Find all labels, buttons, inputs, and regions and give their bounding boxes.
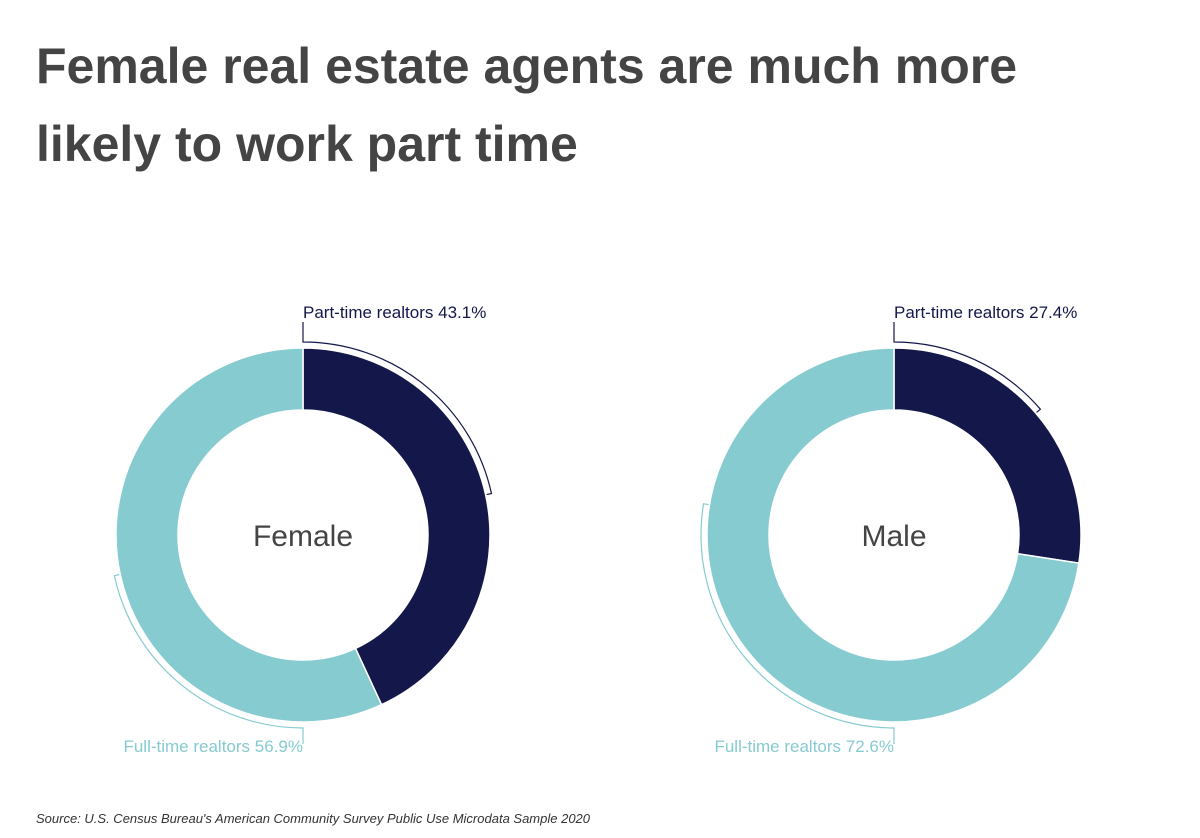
donut-segment xyxy=(706,347,1080,723)
category-label: Part-time realtors xyxy=(303,303,433,322)
center-label: Male xyxy=(861,520,926,553)
category-label: Full-time realtors xyxy=(714,737,841,756)
data-label: Part-time realtors 43.1% xyxy=(303,303,486,322)
leader-line xyxy=(302,322,493,496)
value-label: 27.4% xyxy=(1029,303,1077,322)
data-label: Full-time realtors 56.9% xyxy=(123,737,303,756)
category-label: Full-time realtors xyxy=(123,737,250,756)
category-label: Part-time realtors xyxy=(894,303,1024,322)
value-label: 72.6% xyxy=(846,737,894,756)
source-note: Source: U.S. Census Bureau's American Co… xyxy=(36,811,591,826)
value-label: 43.1% xyxy=(438,303,486,322)
donut-segment xyxy=(115,347,383,723)
value-label: 56.9% xyxy=(255,737,303,756)
donut-segment xyxy=(893,347,1082,564)
data-label: Part-time realtors 27.4% xyxy=(894,303,1077,322)
donut-segment xyxy=(302,347,491,706)
leader-line xyxy=(893,322,1042,413)
center-label: Female xyxy=(253,520,353,553)
leader-line xyxy=(113,574,304,744)
chart-title: Female real estate agents are much more l… xyxy=(36,38,1017,172)
data-label: Full-time realtors 72.6% xyxy=(714,737,894,756)
leader-line xyxy=(700,503,895,744)
